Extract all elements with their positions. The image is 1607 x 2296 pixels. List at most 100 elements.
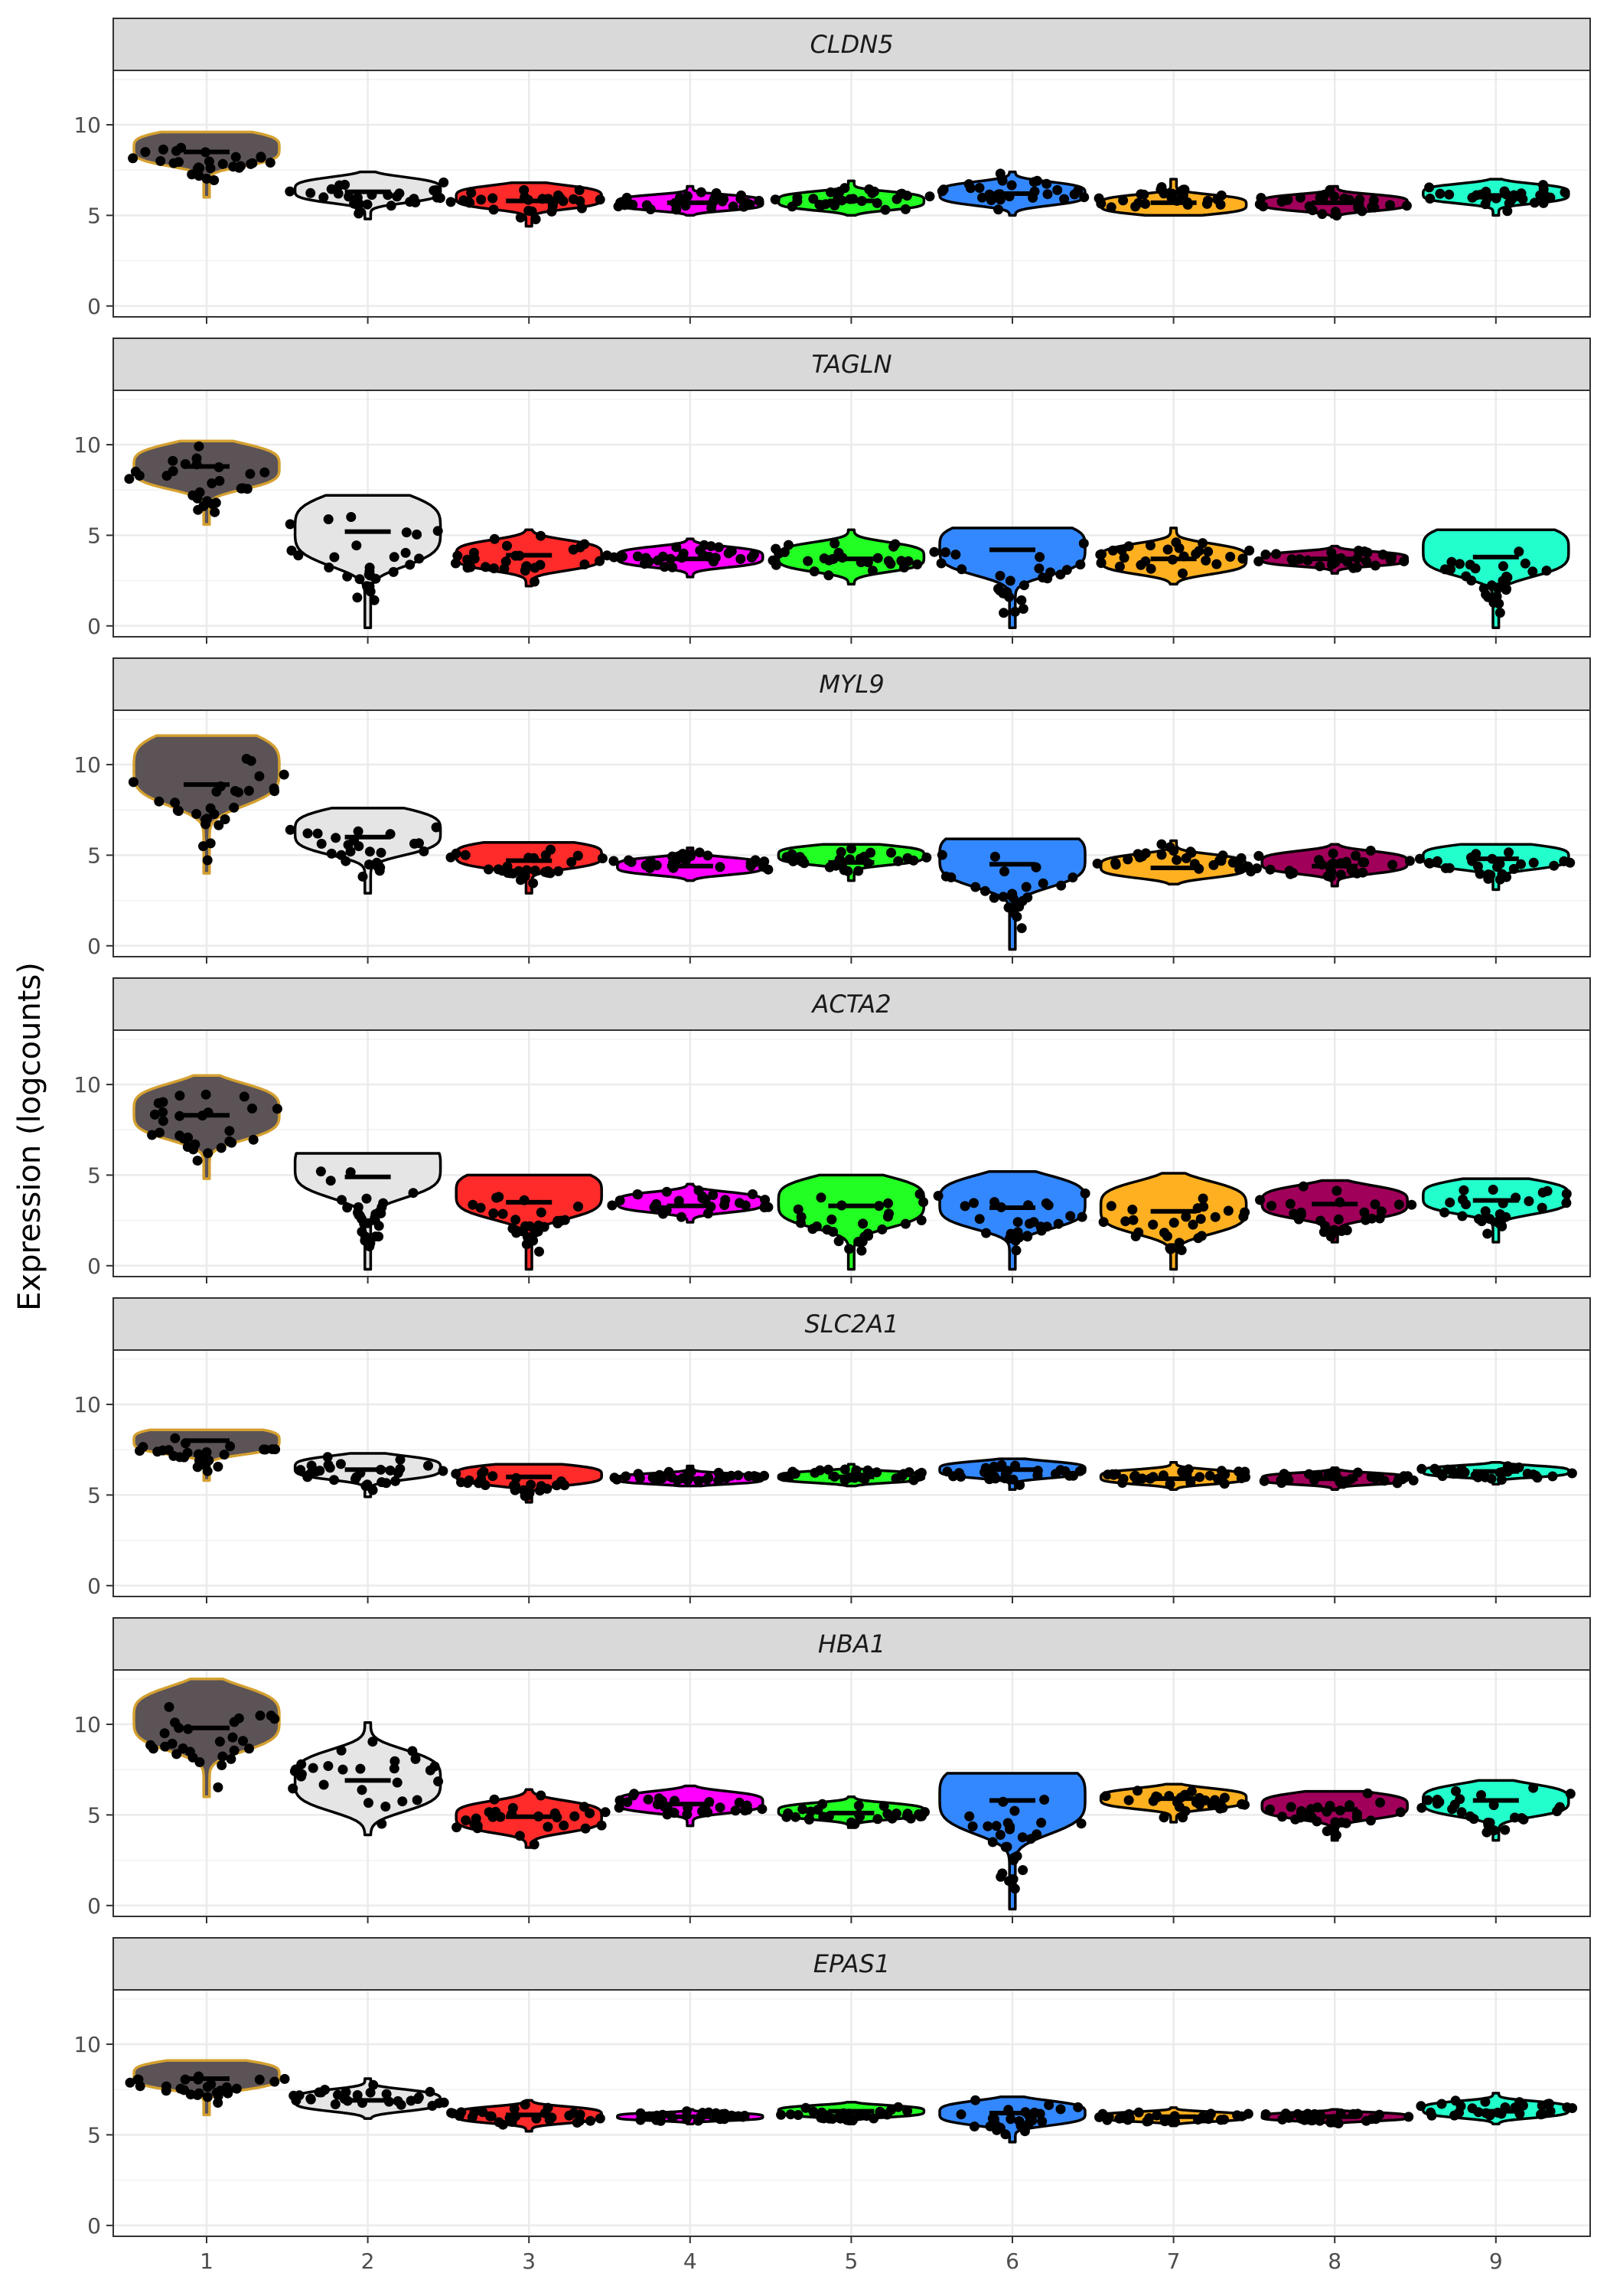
data-point: [285, 519, 295, 530]
data-point: [477, 1468, 487, 1479]
data-point: [1174, 1238, 1185, 1248]
data-point: [796, 1212, 807, 1222]
data-point: [1188, 1219, 1198, 1230]
data-point: [1385, 200, 1395, 210]
data-point: [536, 1482, 547, 1492]
data-point: [331, 833, 341, 843]
data-point: [682, 1809, 693, 1820]
data-point: [364, 581, 375, 592]
y-tick-label: 5: [87, 1802, 101, 1828]
data-point: [1251, 863, 1262, 874]
data-point: [530, 576, 539, 587]
data-point: [1276, 197, 1287, 207]
data-point: [558, 196, 569, 207]
data-point: [559, 1820, 569, 1831]
data-point: [373, 1221, 384, 1231]
data-point: [389, 1763, 399, 1774]
data-point: [914, 1809, 924, 1820]
data-point: [432, 526, 443, 536]
data-point: [543, 1821, 553, 1832]
data-point: [147, 1130, 158, 1140]
data-point: [1286, 554, 1297, 565]
data-point: [179, 1452, 190, 1463]
data-point: [846, 843, 856, 854]
data-point: [279, 2073, 290, 2084]
data-point: [730, 1805, 741, 1816]
data-point: [1035, 552, 1045, 563]
data-point: [203, 1148, 214, 1159]
data-point: [1055, 2104, 1066, 2115]
data-point: [983, 1821, 993, 1831]
data-point: [1510, 1812, 1520, 1823]
data-point: [1416, 1802, 1427, 1813]
data-point: [1145, 540, 1156, 551]
data-point: [224, 1136, 235, 1146]
data-point: [644, 2111, 654, 2122]
data-point: [194, 171, 204, 181]
data-point: [1404, 856, 1415, 866]
data-point: [330, 2099, 341, 2109]
data-point: [412, 529, 422, 540]
data-point: [974, 1214, 985, 1225]
data-point: [1178, 568, 1188, 579]
data-point: [360, 1481, 371, 1492]
data-point: [272, 1104, 282, 1114]
data-point: [748, 549, 759, 559]
data-point: [622, 1797, 633, 1808]
data-point: [1008, 1474, 1019, 1485]
data-point: [466, 188, 477, 198]
data-point: [1116, 545, 1127, 556]
y-tick-label: 10: [73, 1712, 101, 1737]
data-point: [614, 1795, 625, 1805]
data-point: [445, 852, 456, 863]
x-tick-label: 9: [1489, 2249, 1503, 2274]
data-point: [1103, 2112, 1114, 2122]
data-point: [158, 144, 168, 155]
data-point: [940, 547, 950, 558]
data-point: [256, 152, 266, 163]
data-point: [618, 551, 627, 562]
data-point: [1017, 1832, 1028, 1843]
data-point: [461, 1815, 471, 1825]
data-point: [641, 200, 652, 210]
data-point: [526, 206, 537, 217]
data-point: [1215, 1799, 1226, 1809]
data-point: [655, 2111, 666, 2122]
data-point: [808, 194, 819, 204]
data-point: [954, 1469, 965, 1480]
data-point: [937, 186, 947, 197]
data-point: [247, 1103, 257, 1114]
data-point: [329, 552, 340, 563]
data-point: [155, 1127, 165, 1138]
data-point: [1060, 1466, 1071, 1476]
data-point: [515, 212, 526, 223]
data-point: [376, 1818, 387, 1829]
data-point: [1240, 1799, 1250, 1810]
data-point: [1478, 583, 1489, 594]
data-point: [481, 562, 491, 572]
data-point: [1445, 1197, 1455, 1208]
data-point: [1100, 1791, 1111, 1802]
data-point: [626, 856, 637, 867]
data-point: [1295, 192, 1305, 203]
strip-label: MYL9: [819, 670, 884, 699]
data-point: [1538, 197, 1549, 208]
data-point: [693, 1185, 704, 1195]
data-point: [368, 2079, 379, 2090]
data-point: [1198, 1193, 1208, 1204]
strip-background: [112, 18, 1591, 71]
data-point: [357, 1226, 367, 1237]
data-point: [1073, 185, 1084, 196]
data-point: [1353, 546, 1364, 556]
data-point: [1488, 1185, 1498, 1195]
data-point: [1362, 1788, 1373, 1799]
data-point: [924, 191, 935, 202]
data-point: [1038, 878, 1048, 889]
data-point: [1290, 1814, 1301, 1825]
data-point: [1080, 1188, 1090, 1199]
data-point: [361, 1193, 372, 1204]
data-point: [209, 175, 220, 185]
data-point: [1016, 595, 1027, 605]
data-point: [229, 802, 240, 813]
data-point: [681, 2106, 692, 2117]
